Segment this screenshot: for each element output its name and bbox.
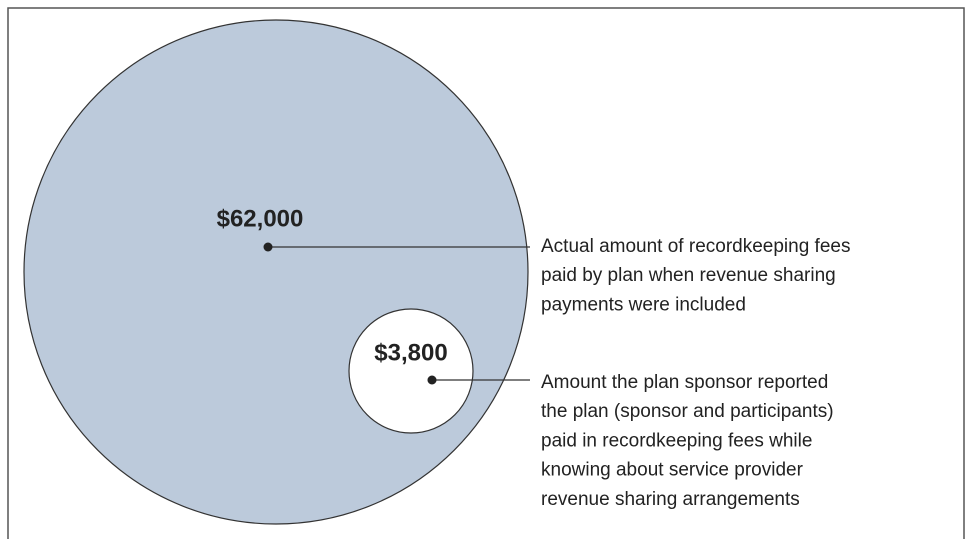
description-line: the plan (sponsor and participants)	[541, 401, 834, 422]
description-line: knowing about service provider	[541, 460, 804, 481]
description-line: revenue sharing arrangements	[541, 489, 800, 510]
description-line: paid in recordkeeping fees while	[541, 430, 812, 451]
amount-label: $3,800	[374, 339, 447, 366]
small-circle	[348, 308, 474, 434]
descriptions: Actual amount of recordkeeping fees paid …	[541, 236, 850, 510]
leader-dot	[427, 375, 437, 385]
amount-label: $62,000	[217, 205, 304, 232]
description-line: paid by plan when revenue sharing	[541, 265, 836, 286]
description-line: Actual amount of recordkeeping fees	[541, 236, 850, 257]
description-line: payments were included	[541, 294, 746, 315]
leader-dot	[263, 242, 273, 252]
large-circle	[23, 19, 529, 525]
description-line: Amount the plan sponsor reported	[541, 372, 828, 393]
